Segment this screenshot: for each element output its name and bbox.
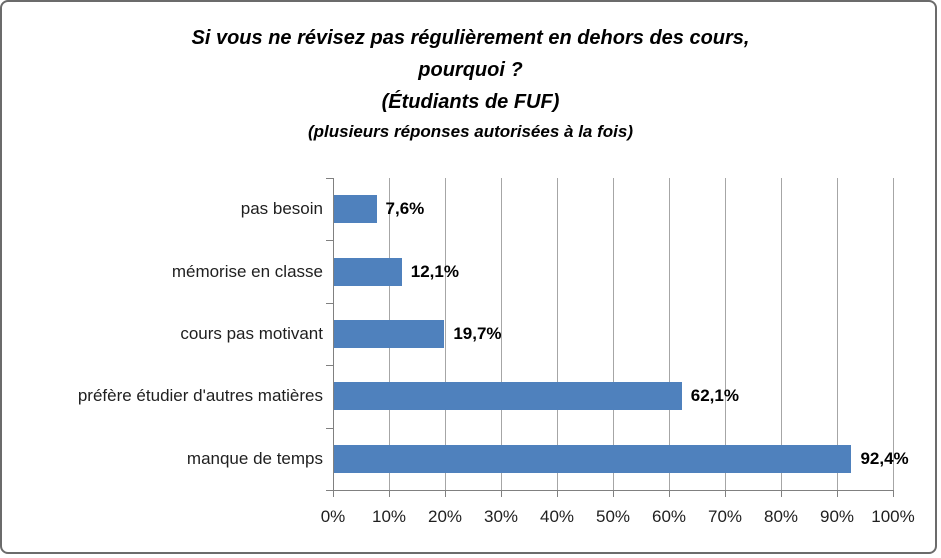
x-axis-tick: [557, 490, 558, 497]
chart-title-line-2: pourquoi ?: [418, 59, 523, 81]
x-axis-tick: [669, 490, 670, 497]
category-label: manque de temps: [186, 448, 323, 468]
gridline-70%: [725, 178, 726, 490]
x-axis-tick: [501, 490, 502, 497]
bar: [334, 257, 402, 286]
y-axis-tick: [326, 240, 333, 242]
y-axis-tick: [326, 178, 333, 179]
x-axis-tick: [445, 490, 446, 497]
x-axis-tick: [781, 490, 782, 497]
x-axis-label-40%: 40%: [539, 507, 575, 526]
category-label: préfère étudier d'autres matières: [77, 386, 323, 406]
chart-title-line-3: (Étudiants de FUF): [381, 91, 560, 113]
x-axis-label-80%: 80%: [763, 507, 799, 526]
x-axis-tick: [389, 490, 390, 497]
category-label: mémorise en classe: [171, 261, 323, 281]
gridline-100%: [893, 178, 894, 490]
y-axis-tick: [326, 490, 333, 491]
y-axis-line: [333, 178, 334, 490]
x-axis-label-60%: 60%: [651, 507, 687, 526]
gridline-60%: [669, 178, 670, 490]
value-label: 12,1%: [410, 261, 459, 281]
x-axis-label-30%: 30%: [483, 507, 519, 526]
x-axis-tick: [333, 490, 334, 497]
x-axis-label-100%: 100%: [871, 507, 915, 526]
bar: [334, 320, 445, 348]
x-axis-label-0%: 0%: [320, 507, 346, 526]
value-label: 92,4%: [860, 448, 909, 468]
x-axis-label-20%: 20%: [427, 507, 463, 526]
x-axis-label-90%: 90%: [819, 507, 855, 526]
value-label: 19,7%: [453, 324, 502, 343]
x-axis-tick: [893, 490, 894, 497]
chart-title-line-1: Si vous ne révisez pas régulièrement en …: [191, 27, 750, 49]
x-axis-tick: [837, 490, 838, 497]
x-axis-tick: [725, 490, 726, 497]
y-axis-tick: [326, 365, 333, 367]
category-label: cours pas motivant: [180, 324, 323, 343]
chart-title-line-4: (plusieurs réponses autorisées à la fois…: [307, 122, 633, 141]
x-axis-label-70%: 70%: [707, 507, 743, 526]
bar: [334, 195, 377, 224]
x-axis-tick: [613, 490, 614, 497]
bar: [334, 444, 852, 473]
x-axis-label-10%: 10%: [371, 507, 407, 526]
y-axis-tick: [326, 427, 333, 429]
value-label: 62,1%: [690, 386, 739, 406]
gridline-90%: [837, 178, 838, 490]
gridline-80%: [781, 178, 782, 490]
gridline-50%: [613, 178, 614, 490]
gridline-30%: [501, 178, 502, 490]
x-axis-label-50%: 50%: [595, 507, 631, 526]
chart-title: Si vous ne révisez pas régulièrement en …: [0, 22, 941, 146]
gridline-40%: [557, 178, 558, 490]
category-label: pas besoin: [240, 199, 323, 219]
y-axis-tick: [326, 302, 333, 304]
gridline-20%: [445, 178, 446, 490]
bar: [334, 382, 682, 411]
value-label: 7,6%: [385, 199, 425, 219]
